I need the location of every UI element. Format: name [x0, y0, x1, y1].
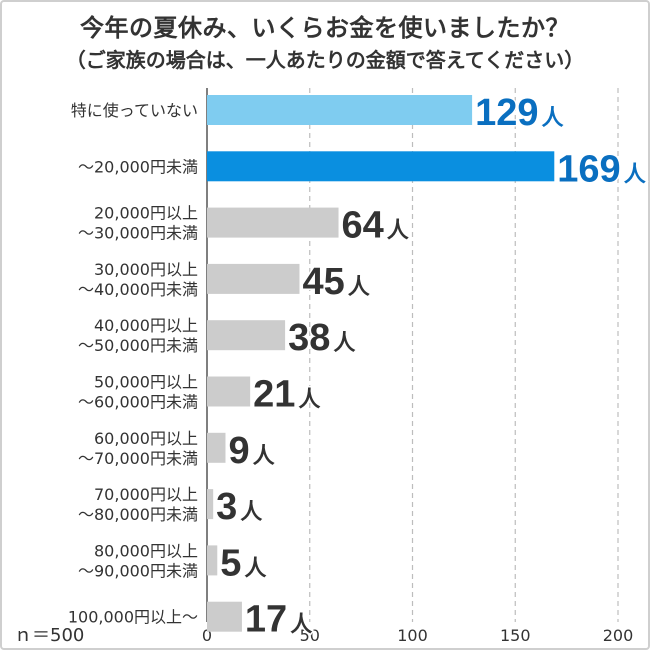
category-label-line: ～20,000円未満: [78, 157, 198, 176]
chart-title: 今年の夏休み、いくらお金を使いましたか？: [80, 14, 570, 42]
value-number: 38: [288, 317, 330, 359]
bar-7: [207, 489, 214, 520]
category-label-line: ～40,000円未満: [78, 280, 198, 299]
category-label-3: 30,000円以上～40,000円未満: [78, 260, 198, 299]
value-number: 17: [245, 599, 287, 641]
x-tick-label-200: 200: [603, 626, 634, 645]
bar-6: [207, 432, 226, 463]
category-label-line: ～90,000円未満: [78, 561, 198, 580]
value-unit: 人: [253, 443, 275, 468]
x-tick-label-100: 100: [397, 626, 428, 645]
value-label-4: 38 人: [288, 317, 355, 359]
category-label-5: 50,000円以上～60,000円未満: [78, 373, 198, 412]
category-label-line: 70,000円以上: [94, 485, 198, 504]
value-unit: 人: [624, 161, 646, 186]
value-number: 64: [342, 205, 384, 247]
category-label-line: ～30,000円未満: [78, 224, 198, 243]
bar-3: [207, 263, 300, 294]
category-label-line: 30,000円以上: [94, 260, 198, 279]
value-unit: 人: [244, 555, 266, 580]
bar-5: [207, 376, 251, 407]
value-label-9: 17 人: [245, 599, 312, 641]
bar-1: [207, 151, 555, 182]
sample-size-note: ｎ＝500: [14, 625, 85, 646]
value-unit: 人: [290, 612, 312, 637]
value-number: 9: [228, 430, 249, 472]
category-label-line: 40,000円以上: [94, 316, 198, 335]
x-tick-label-50: 50: [300, 626, 320, 645]
category-label-9: 100,000円以上～: [68, 608, 198, 627]
bar-8: [207, 545, 218, 576]
category-label-1: ～20,000円未満: [78, 157, 198, 176]
value-label-1: 169 人: [557, 148, 645, 190]
value-number: 169: [557, 148, 620, 190]
value-unit: 人: [542, 105, 564, 130]
value-label-0: 129 人: [475, 92, 563, 134]
bar-9: [207, 601, 242, 632]
category-label-8: 80,000円以上～90,000円未満: [78, 541, 198, 580]
value-number: 5: [220, 542, 241, 584]
value-unit: 人: [298, 387, 320, 412]
category-label-line: ～60,000円未満: [78, 393, 198, 412]
category-label-line: 60,000円以上: [94, 429, 198, 448]
category-label-4: 40,000円以上～50,000円未満: [78, 316, 198, 355]
value-number: 3: [216, 486, 237, 528]
value-number: 21: [253, 374, 295, 416]
x-tick-label-0: 0: [202, 626, 212, 645]
category-label-7: 70,000円以上～80,000円未満: [78, 485, 198, 524]
value-unit: 人: [348, 274, 370, 299]
value-unit: 人: [240, 499, 262, 524]
value-label-2: 64 人: [342, 205, 409, 247]
category-label-0: 特に使っていない: [71, 101, 198, 120]
category-label-line: 100,000円以上～: [68, 608, 198, 627]
value-label-5: 21 人: [253, 374, 320, 416]
bar-4: [207, 320, 286, 351]
category-label-line: 特に使っていない: [71, 101, 198, 120]
category-label-2: 20,000円以上～30,000円未満: [78, 204, 198, 243]
value-number: 45: [302, 261, 344, 303]
category-label-line: 20,000円以上: [94, 204, 198, 223]
value-unit: 人: [387, 218, 409, 243]
category-label-6: 60,000円以上～70,000円未満: [78, 429, 198, 468]
value-label-3: 45 人: [302, 261, 369, 303]
x-tick-label-150: 150: [500, 626, 531, 645]
category-label-line: ～50,000円未満: [78, 336, 198, 355]
bar-2: [207, 207, 339, 238]
value-number: 129: [475, 92, 538, 134]
category-label-line: ～80,000円未満: [78, 505, 198, 524]
category-label-line: ～70,000円未満: [78, 449, 198, 468]
category-label-line: 50,000円以上: [94, 373, 198, 392]
category-label-line: 80,000円以上: [94, 541, 198, 560]
chart-subtitle: （ご家族の場合は、一人あたりの金額で答えてください）: [65, 48, 585, 72]
value-unit: 人: [333, 330, 355, 355]
bar-0: [207, 95, 473, 125]
